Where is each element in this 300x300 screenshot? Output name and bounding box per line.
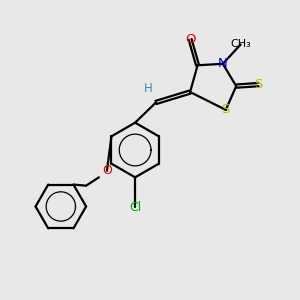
Text: Cl: Cl: [129, 201, 141, 214]
Text: O: O: [185, 33, 195, 46]
Text: S: S: [254, 78, 263, 91]
Text: N: N: [218, 57, 228, 70]
Text: CH₃: CH₃: [230, 40, 251, 50]
Text: H: H: [144, 82, 153, 95]
Text: O: O: [102, 164, 112, 177]
Text: S: S: [222, 103, 230, 116]
